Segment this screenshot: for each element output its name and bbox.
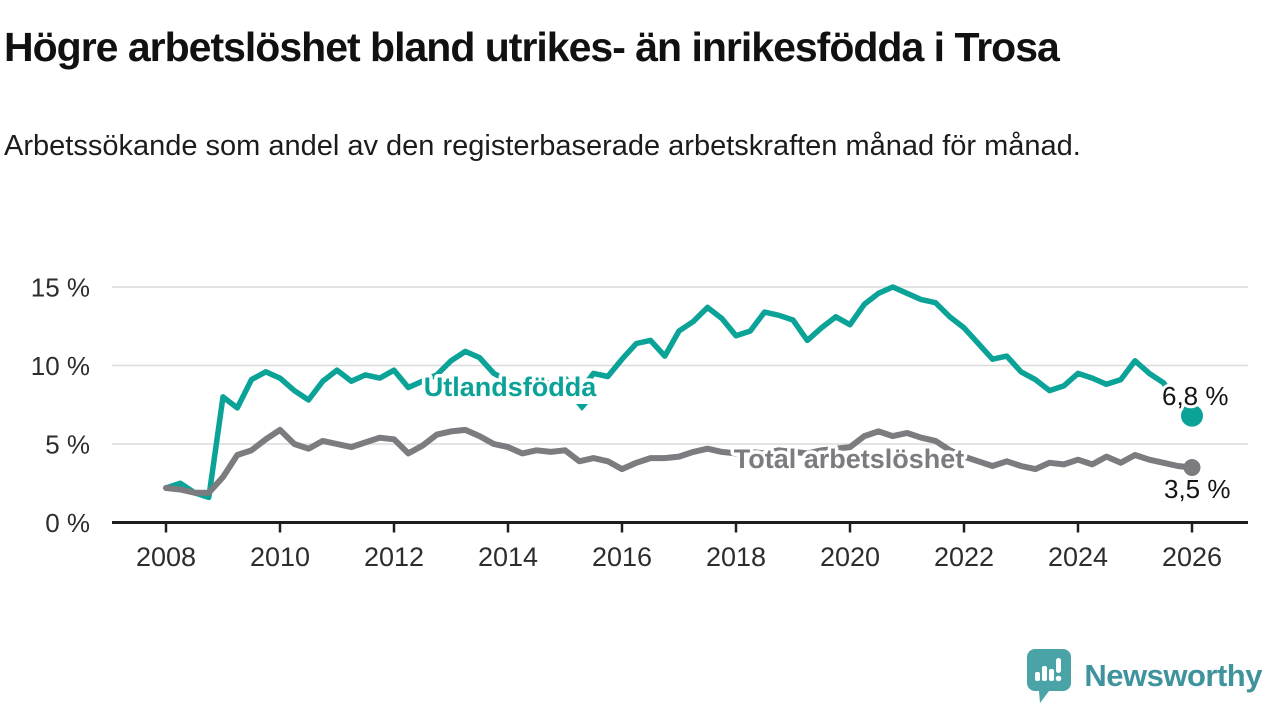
x-axis-label: 2022 xyxy=(934,542,994,572)
y-axis-label: 5 % xyxy=(45,430,90,460)
bar-chart-icon xyxy=(1035,658,1062,682)
newsworthy-logo: Newsworthy xyxy=(1026,648,1262,704)
y-axis-label: 15 % xyxy=(31,273,90,303)
y-axis-label: 0 % xyxy=(45,508,90,538)
chart-subtitle: Arbetssökande som andel av den registerb… xyxy=(4,130,1081,162)
newsworthy-logo-icon xyxy=(1027,649,1072,703)
series-end-dot-utlandsfodda xyxy=(1181,404,1203,427)
y-axis-label: 10 % xyxy=(31,351,90,381)
x-axis-label: 2012 xyxy=(364,542,424,572)
x-axis-label: 2024 xyxy=(1048,542,1108,572)
x-axis-label: 2018 xyxy=(706,542,766,572)
chart-title: Högre arbetslöshet bland utrikes- än inr… xyxy=(4,24,1060,70)
newsworthy-logo-text: Newsworthy xyxy=(1084,658,1262,693)
series-line-total xyxy=(163,426,1195,496)
x-axis-label: 2020 xyxy=(820,542,880,572)
end-value-label-total: 3,5 % xyxy=(1164,474,1231,504)
end-value-label-utlandsfodda: 6,8 % xyxy=(1162,381,1229,411)
series-label-caret xyxy=(576,404,588,411)
x-axis-label: 2014 xyxy=(478,542,538,572)
x-axis-label: 2008 xyxy=(136,542,196,572)
series-label-total: Total arbetslöshet xyxy=(734,444,965,474)
series-end-dot-total xyxy=(1183,459,1201,477)
x-axis-label: 2026 xyxy=(1162,542,1222,572)
series-label-utlandsfodda: Utlandsfödda xyxy=(424,372,597,402)
x-axis-label: 2016 xyxy=(592,542,652,572)
x-axis-label: 2010 xyxy=(250,542,310,572)
series-line-utlandsfodda xyxy=(163,284,1195,501)
